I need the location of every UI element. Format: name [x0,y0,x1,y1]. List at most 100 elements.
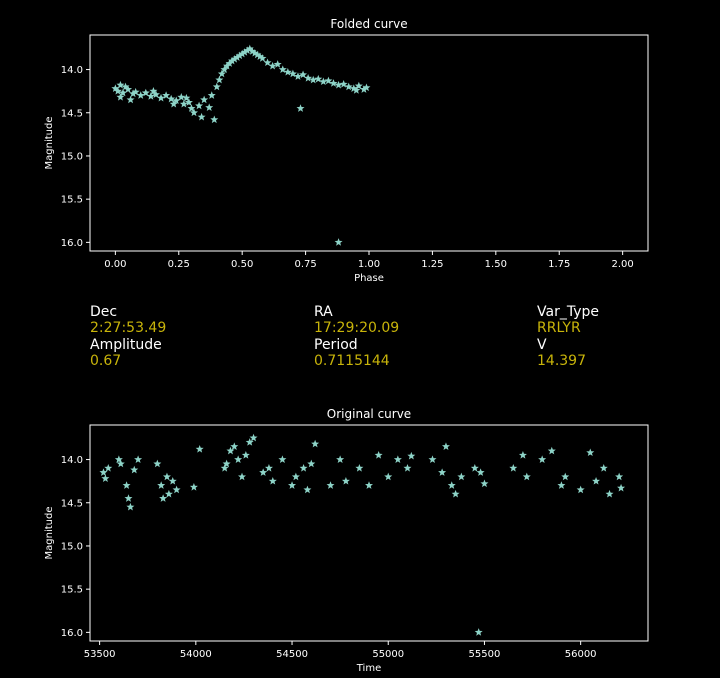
data-point-original [122,481,131,489]
data-point-original [592,476,601,485]
data-point-original [451,489,460,498]
data-point-folded [222,61,231,70]
data-point-folded [354,81,363,90]
data-point-folded [278,65,287,73]
data-point-original [457,472,466,481]
vartype-label: Var_Type [537,304,599,320]
data-point-original [104,464,113,472]
plot-frame-original [89,424,649,642]
data-point-original [195,444,204,453]
dec-label: Dec [90,304,118,320]
data-point-folded [233,53,242,61]
data-point-original [153,459,162,468]
info-vartype: Var_Type RRLYR [537,304,599,336]
data-point-folded [116,93,125,101]
data-point-folded [212,82,221,91]
vartype-value: RRLYR [537,320,581,336]
data-point-original [278,455,287,463]
data-point-original [134,455,143,463]
data-point-original [326,481,335,489]
data-point-folded [235,51,244,60]
data-point-folded [250,48,259,57]
data-point-folded [273,60,282,68]
x-tick-label-original: 55500 [469,649,501,660]
data-point-original [259,468,268,476]
y-tick-label-folded: 14.5 [61,108,83,119]
x-tick-label-folded: 0.25 [168,259,190,270]
data-point-folded [131,87,140,96]
data-point-folded [197,112,206,121]
data-point-folded [225,59,234,67]
data-point-original [126,502,135,511]
data-point-original [605,489,614,498]
data-point-original [220,464,229,472]
x-tick-label-folded: 1.50 [485,259,507,270]
data-point-folded [309,75,318,84]
data-point-folded [172,96,181,105]
data-point-folded [243,46,252,54]
period-value: 0.7115144 [314,353,390,369]
ra-value: 17:29:20.09 [314,320,400,336]
data-point-folded [182,93,191,102]
data-point-folded [190,108,198,117]
data-point-original [172,485,181,494]
data-point-original [230,442,239,450]
data-point-folded [136,91,145,99]
data-point-original [438,468,447,476]
x-tick-label-original: 53500 [84,649,116,660]
data-point-folded [111,84,120,92]
v-label: V [537,337,547,353]
y-tick-label-original: 14.0 [61,455,83,466]
x-tick-label-folded: 1.25 [421,259,443,270]
y-axis-label-folded: Magnitude [44,117,55,170]
data-point-original [509,464,518,472]
x-tick-label-original: 54000 [180,649,212,660]
info-ra: RA 17:29:20.09 [314,304,399,336]
data-point-folded [339,80,348,88]
ra-label: RA [314,304,333,320]
data-point-folded [167,94,176,103]
info-v: V 14.397 [537,337,586,369]
x-tick-label-folded: 0.75 [294,259,316,270]
data-point-folded [245,44,254,53]
data-point-folded [230,54,239,63]
data-point-original [238,472,246,481]
data-point-folded [228,56,237,65]
data-point-original [522,472,531,481]
chart-title-folded: Folded curve [330,17,407,31]
data-point-folded [126,95,135,104]
data-point-folded [149,86,158,95]
data-point-folded [195,101,204,110]
data-point-folded [116,80,125,89]
data-point-folded [215,75,224,84]
data-point-folded [359,85,368,93]
data-point-folded [118,88,127,97]
data-point-folded [141,88,150,97]
data-point-folded [334,238,343,246]
data-point-folded [324,76,333,85]
y-tick-label-original: 15.5 [61,585,83,596]
data-point-original [116,459,125,468]
data-point-folded [146,92,155,100]
y-tick-label-folded: 14.0 [61,65,83,76]
data-point-original [476,468,485,476]
data-point-original [615,472,624,481]
data-point-original [480,479,489,488]
amplitude-value: 0.67 [90,353,122,369]
data-point-original [441,442,450,450]
data-point-folded [329,79,338,87]
data-point-original [447,481,456,489]
info-period: Period 0.7115144 [314,337,390,369]
data-point-original [162,472,171,481]
data-point-folded [205,103,214,111]
data-point-original [241,451,250,459]
v-value: 14.397 [537,353,586,369]
data-point-folded [113,86,122,95]
period-label: Period [314,337,358,353]
x-tick-label-original: 56000 [565,649,597,660]
x-tick-label-folded: 0.50 [231,259,253,270]
data-point-folded [124,85,133,93]
data-point-original [576,485,585,494]
data-point-original [407,451,416,460]
data-point-folded [319,77,328,86]
